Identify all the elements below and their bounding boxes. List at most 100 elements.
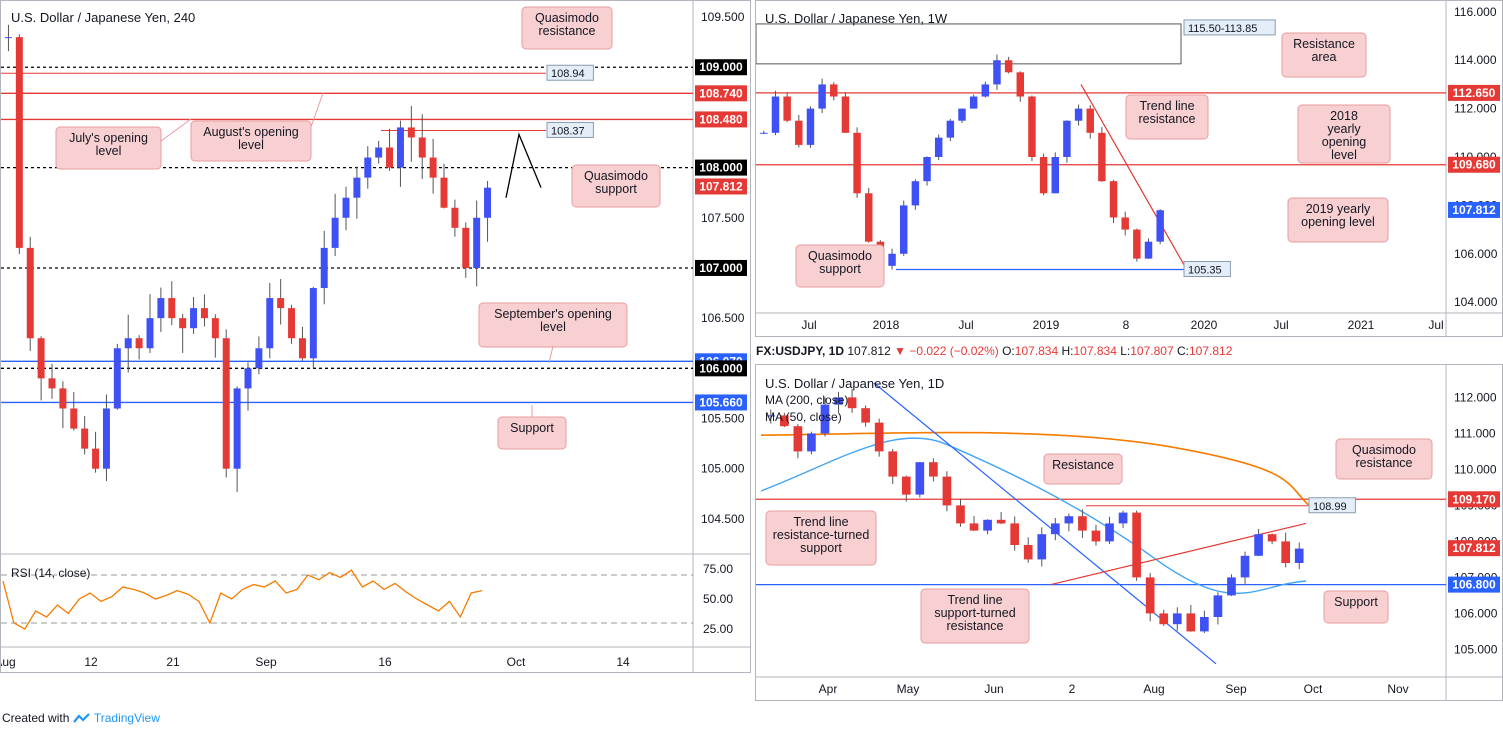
h4-candle [4,37,12,39]
d1-x-tick: Apr [819,682,838,696]
h4-x-tick: 12 [84,655,98,669]
w1-qm-support-callout-box [795,244,885,288]
w1-candle [934,137,943,157]
w1-candle [1051,157,1059,194]
tradingview-brand[interactable]: TradingView [93,711,160,725]
w1-2018-open-callout-box [1297,104,1391,164]
w1-resistance-area-callout-line: area [1311,50,1336,64]
w1-price-badge: 112.650 [1453,86,1496,100]
h4-y-tick: 105.000 [701,462,745,476]
d1-tl-res-sup-callout-box [765,510,877,566]
w1-x-tick: Jul [1428,318,1443,332]
d1-tl-sup-res-callout-line: resistance [947,619,1004,633]
w1-candle [888,253,896,266]
d1-candle [1227,577,1236,596]
w1-resistance-area-callout-line: Resistance [1293,37,1355,51]
w1-2018-open-callout-line: level [1331,148,1357,162]
w1-trendline-callout-box [1125,94,1209,140]
h4-chart-panel[interactable]: 109.500109.000108.500108.000107.500107.0… [0,0,751,673]
h4-callout-pointer [310,92,324,128]
d1-candle [1078,516,1087,531]
d1-price-badge-bg [1448,491,1500,508]
h4-candle [244,368,252,389]
w1-trendline-callout-line: Trend line [1139,99,1194,113]
w1-candle [806,108,815,145]
w1-candle [818,84,826,109]
w1-candle [1133,229,1141,259]
d1-candle [1010,523,1020,545]
h4-inline-108-94: 108.94 [551,68,585,80]
w1-x-tick: 2020 [1191,318,1218,332]
h4-y-tick: 104.500 [701,512,745,526]
h4-price-badge-bg [695,394,747,411]
d1-candle [1050,523,1060,535]
d1-resistance-callout-box [1043,453,1123,485]
h4-price-badge: 105.660 [699,395,743,409]
h4-price-badge: 108.000 [699,161,743,175]
d1-chart[interactable]: 112.000111.000110.000109.000108.000107.0… [756,365,1502,700]
open-label: O: [1002,344,1015,358]
w1-x-tick: 2021 [1348,318,1375,332]
w1-candle [969,96,978,109]
w1-candle [958,108,966,121]
w1-y-tick: 116.000 [1454,5,1497,19]
w1-2019-open-callout-line: 2019 yearly [1306,202,1371,216]
d1-y-tick: 112.000 [1454,390,1497,404]
h4-callout-pointer [548,345,554,364]
h4-candle [146,318,154,349]
d1-inline-108-99-bg [1308,497,1356,514]
symbol-label: FX:USDJPY, 1D [756,344,845,358]
h4-price-badge: 107.000 [699,261,743,275]
d1-chart-panel[interactable]: 112.000111.000110.000109.000108.000107.0… [755,364,1503,701]
h4-x-tick: 21 [166,655,180,669]
d1-candle [1254,534,1263,556]
d1-candle [1267,534,1277,542]
w1-candle [760,132,768,134]
last-price: 107.812 [847,344,891,358]
w1-resistance-zone [756,23,1182,65]
h4-price-badge-bg [695,259,747,276]
w1-candle [1144,241,1153,259]
w1-inline-zone: 115.50-113.85 [1188,23,1257,35]
d1-x-tick: Sep [1225,682,1247,696]
low-label: L: [1120,344,1131,358]
d1-candle [1132,512,1141,578]
h4-candle [135,338,143,349]
h4-x-tick: Oct [507,655,526,669]
h4-sept-open-callout-line: September's opening [494,307,612,321]
w1-chart-panel[interactable]: 116.000114.000112.000110.000108.000106.0… [755,0,1503,337]
d1-candle [1118,512,1128,524]
d1-price-badge: 107.812 [1452,541,1496,555]
d1-resistance-callout-line: Resistance [1052,458,1114,472]
h4-candle [37,338,45,379]
w1-candle [783,96,791,121]
w1-candle [1109,181,1118,218]
w1-chart-title: U.S. Dollar / Japanese Yen, 1W [765,11,948,26]
h4-rsi-tick: 50.00 [703,592,733,606]
h4-candle [277,298,285,309]
w1-price-badge-bg [1448,201,1500,218]
w1-price-badge: 107.812 [1452,203,1496,217]
w1-candle [911,181,920,206]
h4-price-badge: 109.000 [699,60,743,74]
d1-candle [766,415,776,417]
w1-candle [1063,120,1071,157]
h4-inline-108-94-bg [546,64,594,81]
d1-x-tick: Oct [1304,682,1323,696]
d1-tl-sup-res-callout-box [920,588,1030,644]
w1-2018-open-callout-line: yearly [1327,122,1361,136]
d1-candle [1159,613,1169,625]
h4-candle [222,338,230,469]
h4-x-tick: Sep [255,655,277,669]
w1-candle [1121,217,1129,230]
h4-chart[interactable]: 109.500109.000108.500108.000107.500107.0… [1,1,750,672]
h4-qm-support-callout-line: support [595,182,637,196]
ohlc-legend: FX:USDJPY, 1D 107.812 ▼ −0.022 (−0.02%) … [756,344,1232,358]
h4-candle [179,318,187,329]
w1-candle [865,193,873,242]
w1-chart[interactable]: 116.000114.000112.000110.000108.000106.0… [756,1,1502,336]
d1-y-tick: 110.000 [1454,462,1497,476]
w1-y-tick: 114.000 [1454,53,1497,67]
d1-candle [1213,595,1223,617]
d1-x-tick: Aug [1143,682,1164,696]
